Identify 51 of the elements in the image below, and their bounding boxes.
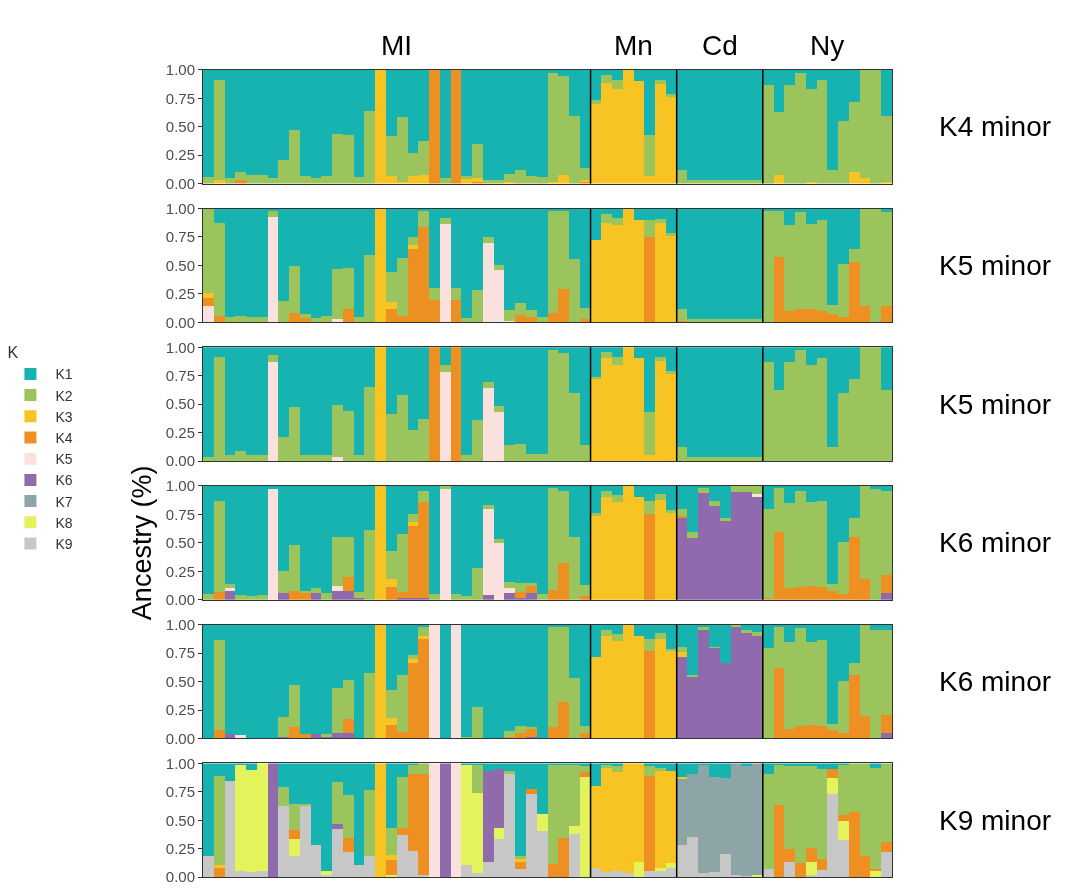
- legend-label: K1: [55, 366, 73, 383]
- y-tick-label: 0.25: [165, 423, 195, 441]
- legend-label: K4: [55, 429, 73, 446]
- y-axis-title: Ancestry (%): [126, 465, 157, 621]
- y-tick-label: 0.25: [165, 146, 195, 164]
- text: K4 minor: [939, 111, 1052, 142]
- y-tick-label: 0.50: [165, 811, 195, 829]
- y-tick-label: 0.75: [165, 505, 195, 523]
- y-tick-label: 0.50: [165, 672, 195, 690]
- legend-label: K8: [55, 514, 73, 531]
- legend-title: K: [7, 344, 19, 362]
- text: K6 minor: [939, 666, 1052, 697]
- y-tick-label: 1.00: [165, 338, 195, 356]
- y-tick-label: 0.00: [165, 591, 195, 609]
- y-tick-label: 0.00: [165, 729, 195, 747]
- text: K9 minor: [939, 805, 1052, 836]
- y-tick-label: 1.00: [165, 477, 195, 495]
- y-tick-label: 0.75: [165, 89, 195, 107]
- text: K5 minor: [939, 250, 1052, 281]
- y-tick-label: 0.50: [165, 256, 195, 274]
- text: Cd: [702, 30, 738, 61]
- y-tick-label: 0.00: [165, 452, 195, 470]
- legend-label: K9: [55, 535, 73, 552]
- y-tick-label: 1.00: [165, 61, 195, 79]
- y-tick-label: 0.75: [165, 228, 195, 246]
- text: Mn: [614, 30, 653, 61]
- y-tick-label: 0.25: [165, 285, 195, 303]
- y-tick-label: 0.75: [165, 644, 195, 662]
- legend-label: K3: [55, 408, 73, 425]
- y-tick-label: 0.25: [165, 701, 195, 719]
- y-tick-label: 0.00: [165, 313, 195, 331]
- legend-label: K2: [55, 387, 73, 404]
- legend-label: K6: [55, 472, 73, 489]
- legend-label: K5: [55, 451, 73, 468]
- y-tick-label: 1.00: [165, 199, 195, 217]
- y-tick-label: 0.75: [165, 783, 195, 801]
- y-tick-label: 0.25: [165, 562, 195, 580]
- y-tick-label: 0.75: [165, 366, 195, 384]
- y-tick-label: 1.00: [165, 615, 195, 633]
- y-tick-label: 1.00: [165, 754, 195, 772]
- y-tick-label: 0.50: [165, 117, 195, 135]
- y-tick-label: 0.50: [165, 534, 195, 552]
- text: MI: [381, 30, 413, 61]
- y-tick-label: 0.25: [165, 840, 195, 858]
- y-tick-label: 0.00: [165, 868, 195, 886]
- text: K5 minor: [939, 389, 1052, 420]
- text: K6 minor: [939, 527, 1052, 558]
- y-tick-label: 0.00: [165, 174, 195, 192]
- legend-label: K7: [55, 493, 73, 510]
- y-tick-label: 0.50: [165, 395, 195, 413]
- text: Ny: [810, 30, 845, 61]
